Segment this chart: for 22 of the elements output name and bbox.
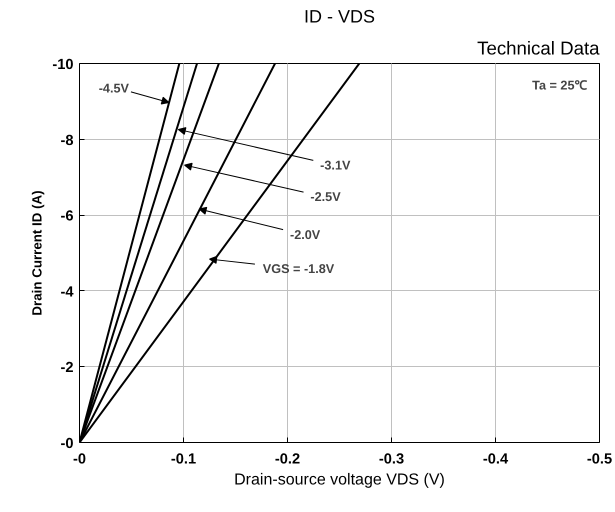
y-tick-label: -4	[60, 284, 74, 300]
y-tick-label: -8	[60, 132, 74, 149]
annotation: -3.1V	[320, 158, 351, 172]
annotation: Ta = 25℃	[532, 78, 588, 92]
x-tick-label: -0.5	[586, 452, 612, 468]
y-tick-label: -10	[52, 57, 74, 73]
x-tick-label: -0.1	[170, 452, 196, 468]
annotation: -4.5V	[98, 82, 130, 96]
annotation: -2.5V	[310, 190, 342, 204]
x-tick-label: -0.4	[482, 452, 509, 468]
x-tick-label: -0.2	[274, 452, 300, 468]
x-tick-label: -0	[72, 452, 86, 468]
text: Technical Data	[477, 38, 600, 58]
annotation: VGS = -1.8V	[262, 262, 335, 276]
y-tick-label: -0	[60, 436, 74, 452]
y-tick-label: -2	[60, 360, 74, 376]
y-axis-title: Drain Current ID (A)	[29, 190, 44, 316]
y-tick-label: -6	[60, 208, 74, 225]
chart-title: ID - VDS	[304, 6, 376, 26]
x-axis-title: Drain-source voltage VDS (V)	[234, 472, 445, 488]
annotation: -2.0V	[290, 228, 321, 242]
x-tick-label: -0.3	[378, 452, 404, 468]
